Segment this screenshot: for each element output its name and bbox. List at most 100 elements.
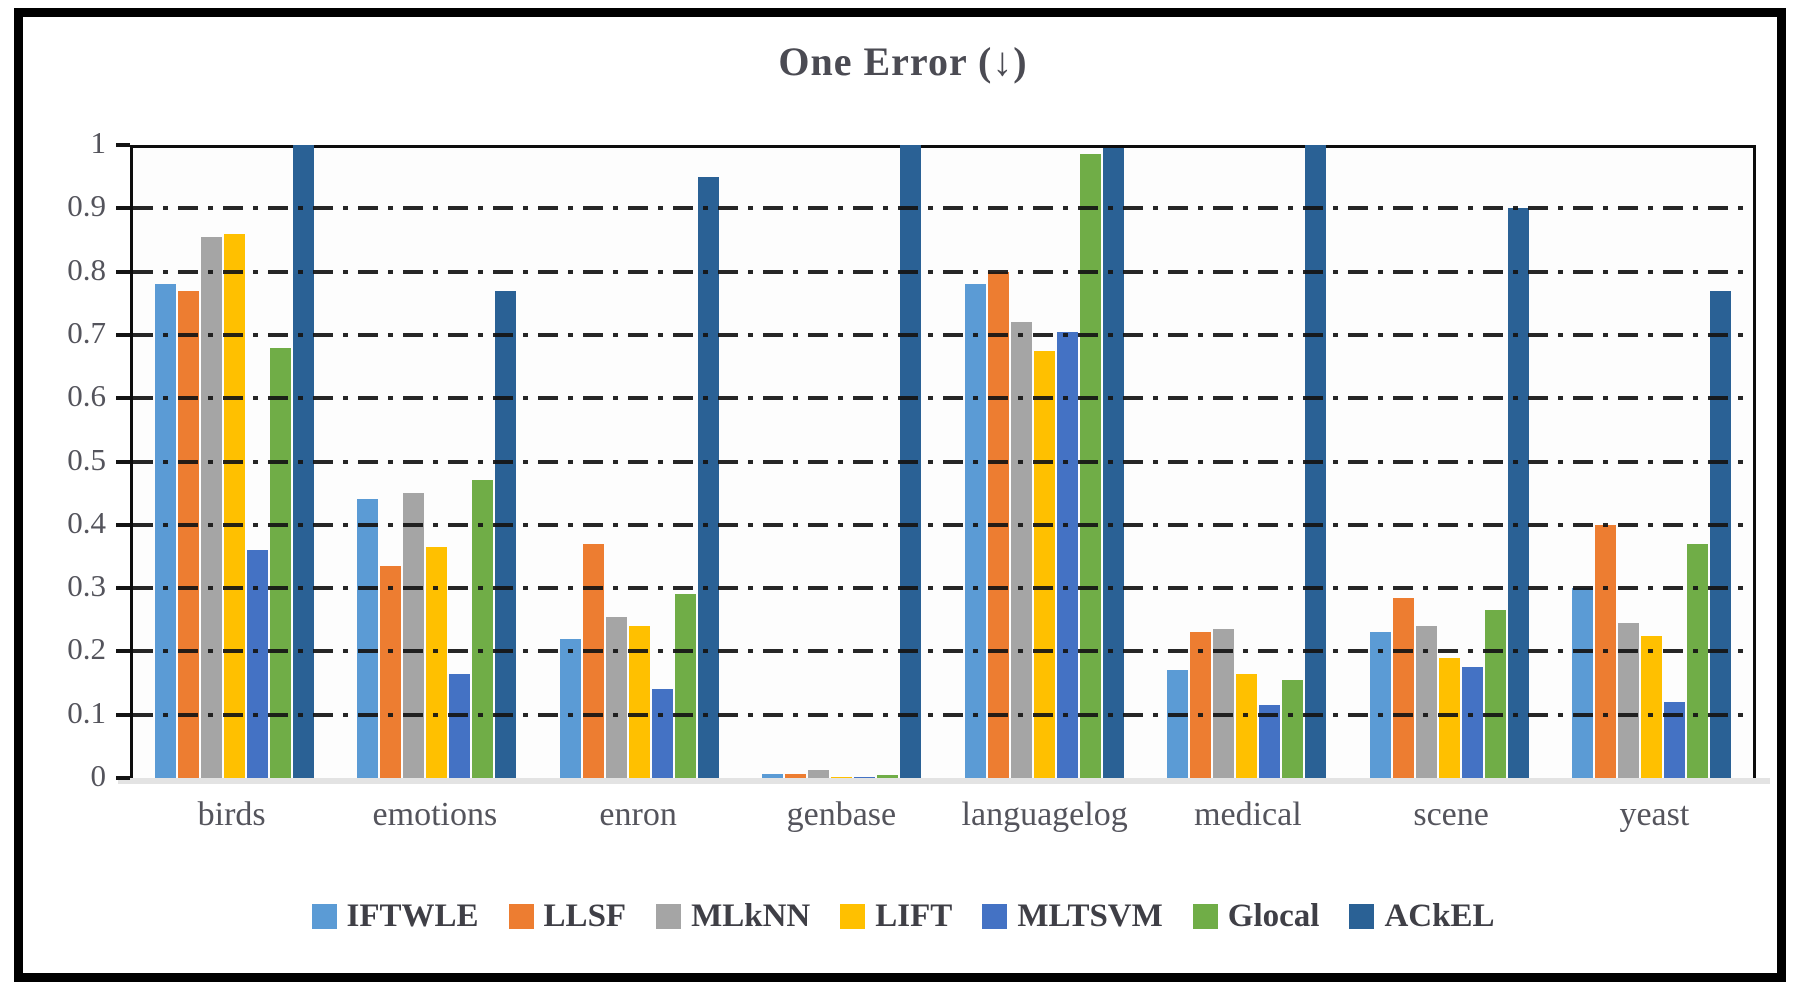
y-axis-tick-label: 0.8 [67,251,106,287]
bar-iftwle-enron [559,639,581,778]
bar-lift-scene [1438,658,1460,778]
y-axis-tick-label: 0.6 [67,378,106,414]
legend-swatch-iftwle [311,904,337,929]
bar-glocal-genbase [877,775,899,778]
y-axis-tick [116,586,130,591]
legend-label-mlknn: MLkNN [691,898,811,934]
bar-group-medical [1146,145,1349,778]
bar-llsf-emotions [380,566,402,778]
bar-mltsvm-emotions [449,674,471,778]
bar-iftwle-birds [154,284,176,778]
bar-mlknn-scene [1415,626,1437,778]
y-axis-tick-label: 0.2 [67,631,106,667]
legend-item-glocal: Glocal [1192,898,1320,935]
legend-item-mlknn: MLkNN [656,898,810,935]
bar-groups [133,145,1753,778]
y-axis-tick [116,522,130,527]
x-axis-label-yeast: yeast [1619,796,1690,833]
bar-lift-emotions [426,547,448,778]
bar-mlknn-genbase [808,770,830,778]
legend-swatch-lift [840,904,866,929]
bar-glocal-birds [269,348,291,778]
bar-ackel-emotions [495,291,517,778]
x-axis-label-birds: birds [197,796,266,833]
bar-lift-genbase [831,777,853,778]
bar-ackel-birds [292,145,314,778]
legend-swatch-llsf [508,904,534,929]
x-axis-label-medical: medical [1194,796,1302,833]
bar-mlknn-yeast [1618,623,1640,778]
legend-label-glocal: Glocal [1227,898,1320,934]
bar-group-birds [133,145,336,778]
bar-mltsvm-medical [1259,705,1281,778]
bar-glocal-enron [674,594,696,778]
plot-area [130,145,1756,778]
y-axis-tick-label: 0.5 [67,441,106,477]
legend-swatch-mlknn [656,904,682,929]
y-axis-tick [116,396,130,401]
legend-item-iftwle: IFTWLE [311,898,479,935]
y-axis-tick [116,332,130,337]
legend-item-mltsvm: MLTSVM [982,898,1163,935]
y-axis-tick [116,712,130,717]
x-axis-baseline [118,778,1770,784]
bar-llsf-yeast [1595,525,1617,778]
y-axis-tick [116,459,130,464]
bar-glocal-medical [1282,680,1304,778]
bar-iftwle-emotions [357,499,379,778]
bar-ackel-genbase [900,145,922,778]
bar-ackel-enron [697,177,719,778]
bar-ackel-medical [1305,145,1327,778]
bar-group-languagelog [943,148,1146,778]
bar-group-emotions [336,148,539,778]
y-axis-tick-label: 0.7 [67,314,106,350]
bar-llsf-enron [582,544,604,778]
bar-group-enron [538,148,741,778]
y-axis-tick [116,269,130,274]
y-axis-tick [116,776,130,780]
legend-label-ackel: ACkEL [1384,898,1495,934]
bar-ackel-yeast [1710,291,1732,778]
bar-mltsvm-genbase [854,777,876,778]
bar-glocal-scene [1484,610,1506,778]
y-axis-tick-label: 0.9 [67,188,106,224]
bar-iftwle-scene [1369,632,1391,778]
bar-iftwle-genbase [762,774,784,778]
legend-swatch-ackel [1349,904,1375,929]
bar-llsf-languagelog [987,272,1009,778]
bar-lift-enron [628,626,650,778]
y-axis-tick [116,649,130,654]
bar-iftwle-languagelog [964,284,986,778]
y-axis-tick [116,206,130,211]
y-axis-tick [116,143,130,147]
legend-item-llsf: LLSF [508,898,626,935]
y-axis-tick-label: 0 [90,758,107,793]
bar-glocal-languagelog [1079,154,1101,778]
legend-item-lift: LIFT [840,898,952,935]
legend-swatch-glocal [1192,904,1218,929]
bar-mltsvm-yeast [1664,702,1686,778]
bar-glocal-yeast [1687,544,1709,778]
legend-swatch-mltsvm [982,904,1008,929]
bar-group-genbase [741,145,944,778]
bar-lift-birds [223,234,245,778]
bar-mlknn-enron [605,617,627,778]
x-axis-label-languagelog: languagelog [961,796,1128,833]
x-axis-label-scene: scene [1413,796,1489,833]
y-axis-tick-label: 1 [90,125,107,160]
bar-mlknn-emotions [403,493,425,778]
x-axis-label-emotions: emotions [372,796,498,833]
x-axis-label-genbase: genbase [786,796,897,833]
bar-mlknn-languagelog [1010,322,1032,778]
bar-glocal-emotions [472,480,494,778]
y-axis-tick-label: 0.4 [67,504,106,540]
bar-ackel-scene [1507,208,1529,778]
legend-label-iftwle: IFTWLE [346,898,479,934]
x-axis-label-enron: enron [599,796,677,833]
bar-llsf-genbase [785,774,807,778]
bar-group-scene [1348,148,1551,778]
y-axis-tick-label: 0.3 [67,568,106,604]
bar-mltsvm-scene [1461,667,1483,778]
bar-iftwle-yeast [1572,588,1594,778]
bar-mltsvm-enron [651,689,673,778]
